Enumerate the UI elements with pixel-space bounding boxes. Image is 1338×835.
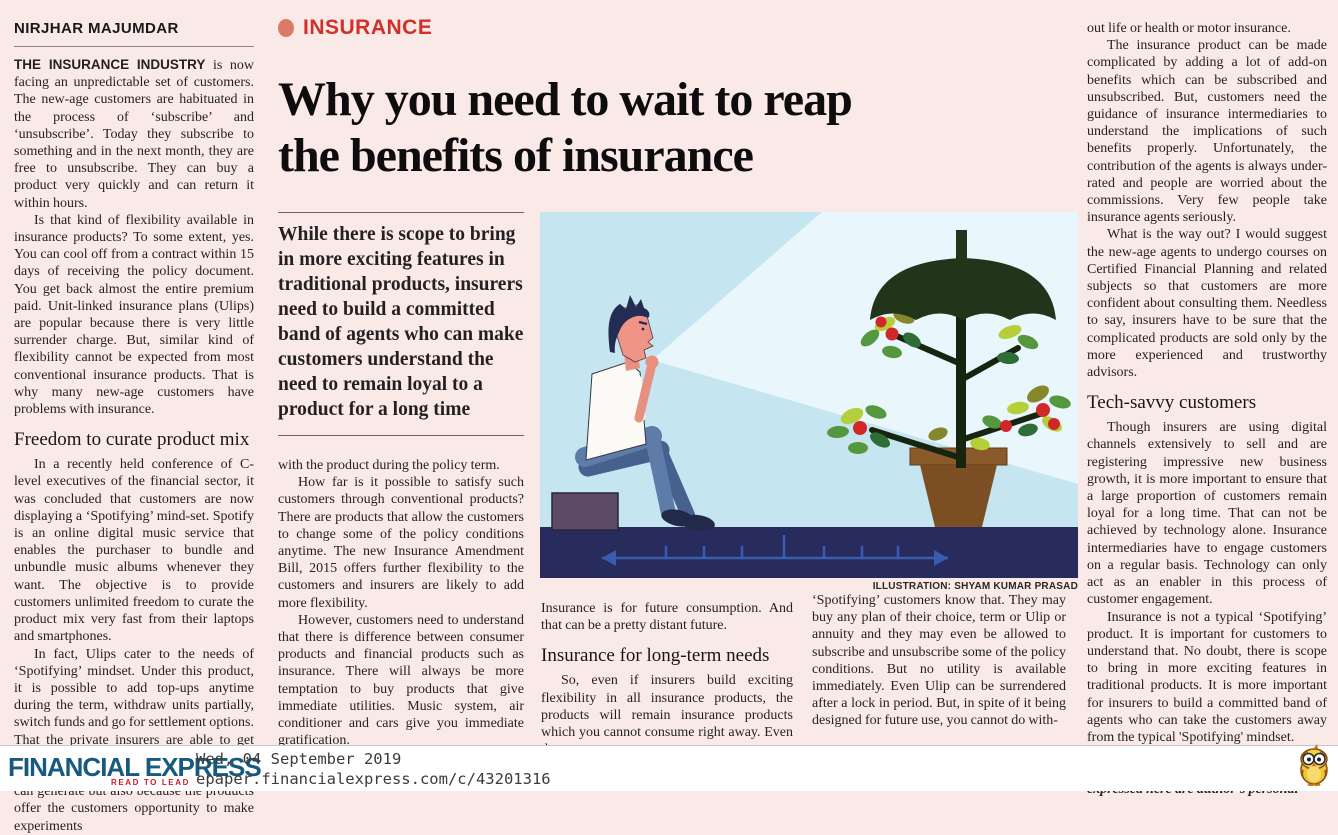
owl-mascot-icon[interactable] — [1294, 744, 1334, 791]
bullet-dot-icon — [278, 19, 294, 37]
column-5: out life or health or motor insurance. T… — [1087, 20, 1327, 798]
column-1: NIRJHAR MAJUMDAR THE INSURANCE INDUSTRY … — [14, 20, 254, 835]
newspaper-page: { "byline": "NIRJHAR MAJUMDAR", "kicker"… — [0, 16, 1338, 834]
section-subhead: Insurance for long-term needs — [541, 645, 770, 667]
kicker: INSURANCE — [278, 16, 1070, 40]
paragraph: In fact, Ulips cater to the needs of ‘Sp… — [14, 646, 254, 834]
paragraph: In a recently held conference of C-level… — [14, 457, 254, 645]
illustration-caption: ILLUSTRATION: SHYAM KUMAR PRASAD — [872, 581, 1078, 592]
edition-meta: Wed, 04 September 2019 epaper.financiale… — [196, 749, 551, 789]
paragraph: with the product during the policy term. — [278, 458, 500, 473]
byline: NIRJHAR MAJUMDAR — [14, 20, 254, 47]
epaper-url[interactable]: epaper.financialexpress.com/c/43201316 — [196, 770, 551, 788]
column-3: Insurance is for future consumption. And… — [541, 600, 793, 758]
column-4: ‘Spotifying’ customers know that. They m… — [812, 592, 1066, 730]
brand-tagline: READ TO LEAD — [110, 778, 190, 787]
paragraph: Is that kind of flexibility available in… — [14, 212, 254, 418]
edition-date: Wed, 04 September 2019 — [196, 750, 402, 768]
berries — [853, 316, 1060, 435]
paragraph: out life or health or motor insurance. — [1087, 21, 1291, 36]
paragraph: The insurance product can be made compli… — [1087, 38, 1327, 226]
paragraph: ‘Spotifying’ customers know that. They m… — [812, 593, 1066, 729]
illustration-graphic — [540, 212, 1078, 578]
paragraph: What is the way out? I would suggest the… — [1087, 227, 1327, 381]
column-2: with the product during the policy term.… — [278, 457, 524, 749]
standfirst: While there is scope to bring in more ex… — [278, 212, 524, 436]
umbrella-icon — [870, 230, 1056, 320]
section-subhead: Freedom to curate product mix — [14, 429, 250, 451]
section-subhead: Tech-savvy customers — [1087, 392, 1257, 414]
financial-express-logo[interactable]: FINANCIAL EXPRESS READ TO LEAD — [8, 752, 262, 787]
headline-block: INSURANCE Why you need to wait to reap th… — [278, 16, 1070, 216]
paragraph: How far is it possible to satisfy such c… — [278, 475, 524, 611]
timeline-arrow-icon — [602, 535, 948, 560]
paragraph: Insurance is for future consumption. And… — [541, 601, 793, 634]
paragraph: Insurance is not a typical ‘Spotifying’ … — [1087, 609, 1327, 745]
epaper-footer: FINANCIAL EXPRESS READ TO LEAD Wed, 04 S… — [0, 745, 1338, 791]
brand-name: FINANCIAL EXPRESS — [8, 752, 262, 782]
paragraph: Though insurers are using digital channe… — [1087, 420, 1327, 608]
paragraph: However, customers need to understand th… — [278, 612, 524, 749]
kicker-label: INSURANCE — [303, 16, 433, 39]
page-title: Why you need to wait to reap the benefits… — [278, 73, 853, 183]
article-illustration — [540, 212, 1078, 578]
lead-in-text: THE INSURANCE INDUSTRY — [14, 57, 206, 72]
paragraph: THE INSURANCE INDUSTRY is now facing an … — [14, 57, 254, 211]
